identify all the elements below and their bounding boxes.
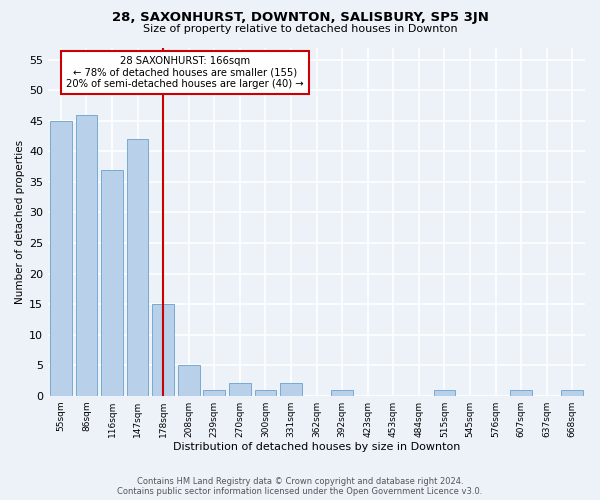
Text: Size of property relative to detached houses in Downton: Size of property relative to detached ho… xyxy=(143,24,457,34)
Bar xyxy=(229,384,251,396)
Text: Contains HM Land Registry data © Crown copyright and database right 2024.
Contai: Contains HM Land Registry data © Crown c… xyxy=(118,476,482,496)
Bar xyxy=(562,390,583,396)
Bar xyxy=(254,390,277,396)
Bar xyxy=(101,170,123,396)
Bar xyxy=(510,390,532,396)
Y-axis label: Number of detached properties: Number of detached properties xyxy=(15,140,25,304)
X-axis label: Distribution of detached houses by size in Downton: Distribution of detached houses by size … xyxy=(173,442,460,452)
Bar xyxy=(50,121,72,396)
Bar xyxy=(203,390,225,396)
Bar xyxy=(127,139,148,396)
Bar xyxy=(280,384,302,396)
Text: 28, SAXONHURST, DOWNTON, SALISBURY, SP5 3JN: 28, SAXONHURST, DOWNTON, SALISBURY, SP5 … xyxy=(112,11,488,24)
Bar xyxy=(152,304,174,396)
Bar xyxy=(76,114,97,396)
Bar xyxy=(178,365,200,396)
Bar xyxy=(331,390,353,396)
Bar xyxy=(434,390,455,396)
Text: 28 SAXONHURST: 166sqm
← 78% of detached houses are smaller (155)
20% of semi-det: 28 SAXONHURST: 166sqm ← 78% of detached … xyxy=(66,56,304,90)
